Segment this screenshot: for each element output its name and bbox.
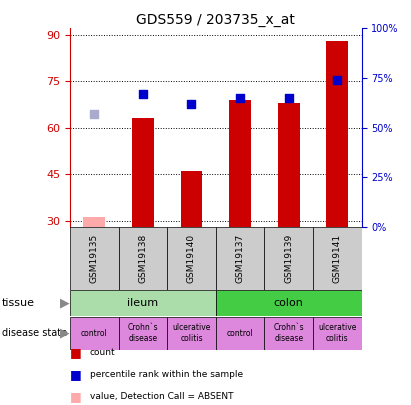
Text: percentile rank within the sample: percentile rank within the sample xyxy=(90,370,243,379)
Title: GDS559 / 203735_x_at: GDS559 / 203735_x_at xyxy=(136,13,295,27)
Bar xyxy=(118,227,167,290)
Point xyxy=(91,111,97,117)
Text: ▶: ▶ xyxy=(60,326,69,340)
Text: GSM19137: GSM19137 xyxy=(236,234,245,283)
Bar xyxy=(216,317,264,350)
Bar xyxy=(216,290,362,316)
Point xyxy=(334,77,341,83)
Bar xyxy=(313,227,362,290)
Text: ileum: ileum xyxy=(127,298,158,308)
Bar xyxy=(70,317,118,350)
Text: disease state: disease state xyxy=(2,328,67,338)
Bar xyxy=(167,317,216,350)
Bar xyxy=(180,171,202,227)
Bar xyxy=(70,227,118,290)
Text: GSM19141: GSM19141 xyxy=(333,234,342,283)
Text: GSM19140: GSM19140 xyxy=(187,234,196,283)
Point xyxy=(237,95,243,101)
Text: ■: ■ xyxy=(70,346,82,359)
Bar xyxy=(70,290,216,316)
Text: colon: colon xyxy=(274,298,304,308)
Text: ■: ■ xyxy=(70,390,82,403)
Text: ulcerative
colitis: ulcerative colitis xyxy=(172,324,211,343)
Bar xyxy=(264,227,313,290)
Bar xyxy=(264,317,313,350)
Bar xyxy=(216,227,264,290)
Text: GSM19138: GSM19138 xyxy=(139,234,147,283)
Bar xyxy=(326,41,348,227)
Text: ▶: ▶ xyxy=(60,296,69,309)
Text: ulcerative
colitis: ulcerative colitis xyxy=(318,324,357,343)
Bar xyxy=(118,317,167,350)
Bar xyxy=(229,100,251,227)
Text: control: control xyxy=(227,328,254,338)
Text: Crohn`s
disease: Crohn`s disease xyxy=(273,324,304,343)
Point xyxy=(140,91,146,97)
Text: count: count xyxy=(90,348,115,357)
Text: control: control xyxy=(81,328,108,338)
Bar xyxy=(278,103,300,227)
Text: GSM19139: GSM19139 xyxy=(284,234,293,283)
Text: value, Detection Call = ABSENT: value, Detection Call = ABSENT xyxy=(90,392,233,401)
Text: GSM19135: GSM19135 xyxy=(90,234,99,283)
Bar xyxy=(313,317,362,350)
Text: ■: ■ xyxy=(70,368,82,381)
Bar xyxy=(132,118,154,227)
Point xyxy=(286,95,292,101)
Text: tissue: tissue xyxy=(2,298,35,308)
Point xyxy=(188,100,195,107)
Bar xyxy=(167,227,216,290)
Text: Crohn`s
disease: Crohn`s disease xyxy=(127,324,158,343)
Bar xyxy=(83,217,105,227)
